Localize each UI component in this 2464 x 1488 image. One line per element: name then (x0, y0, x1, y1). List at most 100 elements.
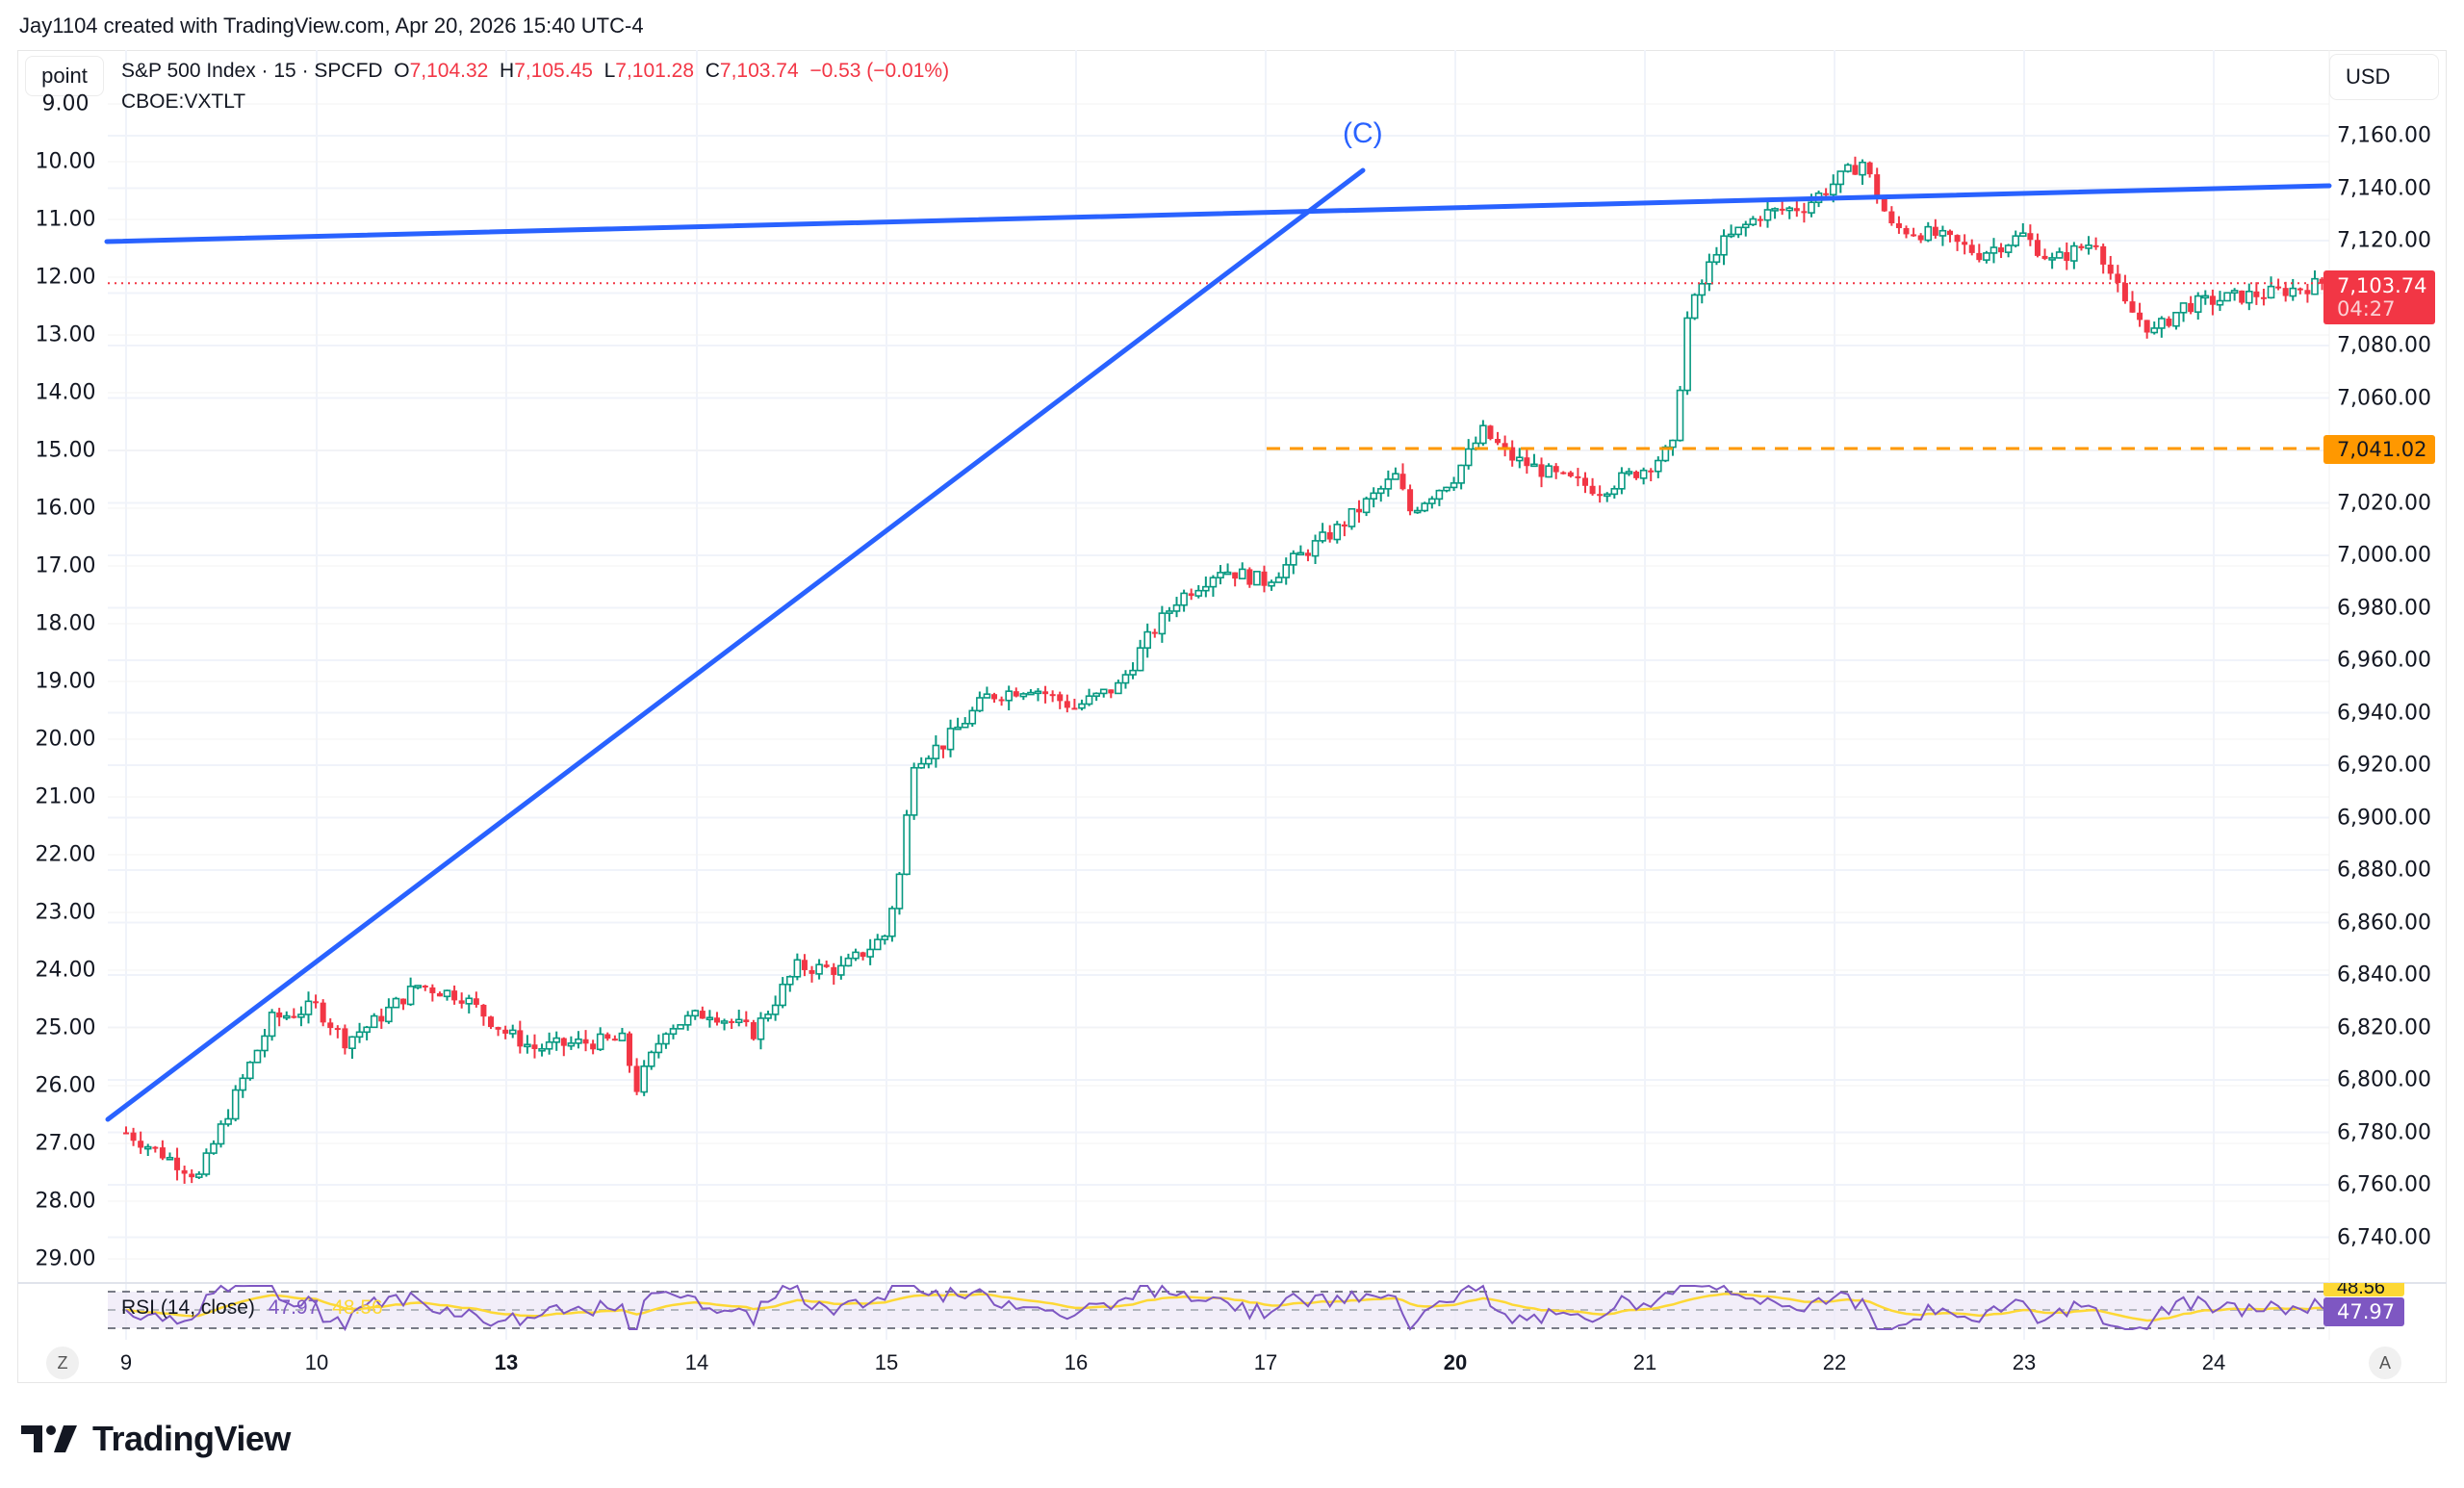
candle-up (1625, 471, 1633, 475)
candle-up (1727, 233, 1735, 238)
auto-scale-button[interactable]: A (2369, 1347, 2401, 1379)
candle-down (1042, 691, 1049, 695)
candle-up (946, 728, 955, 751)
candle-up (1223, 571, 1232, 576)
candle-down (451, 990, 458, 1001)
candle-up (1143, 630, 1151, 649)
time-axis-tick: 10 (304, 1350, 329, 1374)
candle-up (881, 935, 889, 940)
candle-up (873, 938, 882, 951)
candle-down (1567, 472, 1574, 476)
time-axis-tick: 21 (1632, 1350, 1657, 1374)
rsi-legend[interactable]: RSI (14, close) 47.97 48.56 (121, 1296, 383, 1320)
candle-down (334, 1028, 341, 1031)
candle-up (2245, 291, 2253, 304)
left-axis-tick: 10.00 (35, 149, 96, 174)
candle-up (852, 951, 860, 960)
wave-c-label[interactable]: (C) (1343, 117, 1383, 149)
candle-down (1597, 494, 1604, 497)
candle-down (517, 1030, 524, 1047)
candle-down (699, 1011, 706, 1019)
candle-down (2282, 288, 2289, 296)
right-axis-tick: 6,780.00 (2337, 1120, 2431, 1144)
zoom-reset-button[interactable]: Z (46, 1347, 79, 1379)
candle-up (2267, 285, 2275, 299)
candle-up (1099, 688, 1108, 695)
candle-up (1603, 493, 1611, 498)
currency-scale-button[interactable]: USD (2329, 54, 2439, 100)
candle-down (1793, 208, 1800, 212)
candle-down (342, 1028, 348, 1049)
candle-down (1071, 707, 1078, 710)
candle-up (1515, 456, 1524, 462)
candle-down (1932, 226, 1938, 236)
left-scale-button[interactable]: point (25, 56, 104, 96)
candle-up (1829, 183, 1837, 196)
candle-up (385, 1006, 393, 1023)
candle-down (1057, 694, 1064, 702)
candle-up (1027, 691, 1035, 696)
candle-up (1428, 498, 1436, 504)
close-value: 7,103.74 (719, 60, 799, 82)
candle-down (130, 1132, 137, 1142)
left-axis-tick: 26.00 (35, 1073, 96, 1098)
candle-up (596, 1033, 604, 1051)
chart-caption: Jay1104 created with TradingView.com, Ap… (19, 13, 644, 38)
candle-up (654, 1042, 663, 1054)
candle-up (143, 1145, 152, 1150)
tradingview-logo-icon (21, 1425, 77, 1452)
candle-up (1158, 612, 1167, 635)
candle-down (1553, 466, 1559, 473)
candle-up (785, 975, 794, 986)
right-axis-tick: 7,000.00 (2337, 543, 2431, 568)
candle-up (195, 1173, 203, 1178)
candle-up (683, 1014, 692, 1026)
candle-up (1443, 486, 1450, 492)
candle-down (939, 745, 946, 750)
candle-up (552, 1037, 561, 1043)
candle-up (669, 1028, 678, 1036)
candle-up (370, 1014, 378, 1029)
tradingview-logo[interactable]: TradingView (21, 1419, 291, 1459)
right-axis-tick: 7,160.00 (2337, 123, 2431, 148)
candle-up (2004, 244, 2013, 253)
candle-down (1633, 472, 1640, 478)
candle-up (1450, 482, 1458, 489)
candle-down (1582, 477, 1588, 486)
candle-up (355, 1031, 364, 1039)
candle-down (1962, 242, 1968, 245)
candle-down (1852, 165, 1859, 175)
candle-up (1763, 209, 1772, 221)
candle-down (422, 985, 428, 988)
candle-up (1836, 170, 1845, 186)
candle-up (677, 1024, 684, 1030)
rsi-title: RSI (14, close) (121, 1296, 255, 1319)
candle-up (1712, 253, 1721, 264)
candle-up (1348, 507, 1356, 527)
candle-up (1421, 502, 1429, 512)
right-axis-tick: 6,880.00 (2337, 858, 2431, 883)
candle-down (531, 1044, 538, 1049)
left-axis-tick: 24.00 (35, 958, 96, 983)
candle-up (706, 1016, 714, 1021)
candle-up (363, 1026, 371, 1034)
overlay-symbol-legend[interactable]: CBOE:VXTLT (121, 90, 246, 113)
candle-down (2034, 240, 2040, 256)
candle-down (1509, 447, 1516, 461)
symbol-legend[interactable]: S&P 500 Index · 15 · SPCFD O7,104.32 H7,… (121, 60, 949, 83)
tradingview-logo-text: TradingView (92, 1419, 291, 1458)
high-label: H (500, 60, 515, 82)
candle-down (2239, 290, 2246, 303)
candle-up (1669, 439, 1677, 449)
candle-down (1575, 475, 1581, 478)
candle-up (1202, 585, 1210, 592)
left-axis-tick: 22.00 (35, 842, 96, 867)
candle-up (1683, 317, 1691, 392)
candle-down (2297, 288, 2303, 291)
candle-up (2194, 295, 2202, 313)
change-value: −0.53 (−0.01%) (809, 60, 950, 82)
candle-down (1917, 235, 1924, 241)
candle-up (261, 1035, 269, 1052)
high-value: 7,105.45 (514, 60, 593, 82)
